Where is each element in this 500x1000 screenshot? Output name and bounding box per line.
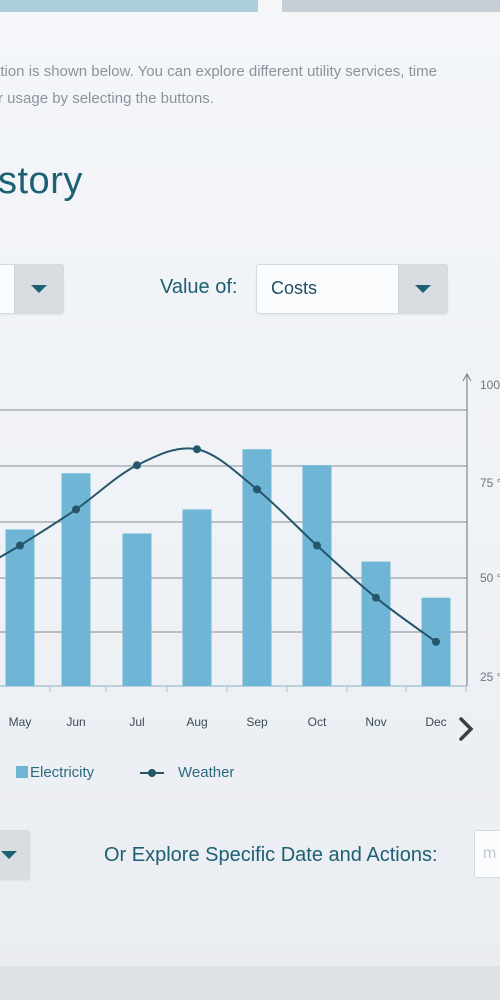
x-tick-label: Sep [246,715,268,729]
legend-swatch-weather [140,769,164,777]
section-title: story [0,160,83,202]
x-tick-label: Jun [66,715,85,729]
legend-electricity: Electricity [16,764,95,781]
chevron-down-icon[interactable] [398,265,447,313]
chevron-down-icon[interactable] [14,265,63,313]
x-tick-label: Jul [129,715,144,729]
right-axis-arrow [462,372,472,382]
bar-electricity [61,473,91,686]
legend-swatch-electricity [16,766,28,778]
y2-tick-label: 50 ° [480,571,500,585]
legend-label-electricity: Electricity [30,764,95,781]
point-weather [313,541,321,550]
date-input[interactable] [474,830,500,878]
point-weather [372,593,380,602]
bar-electricity [242,449,272,686]
explore-dropdown[interactable] [0,830,30,880]
bar-electricity [182,509,212,686]
point-weather [16,541,24,550]
x-tick-label: Aug [186,715,207,729]
value-of-label: Value of: [160,276,238,298]
chevron-down-icon[interactable] [0,831,29,879]
bar-electricity [122,533,152,686]
period-dropdown[interactable] [0,264,64,314]
x-tick-label: Nov [365,715,386,729]
point-weather [253,485,261,494]
y2-tick-label: 25 ° [480,670,500,684]
chevron-right-icon[interactable] [454,716,480,742]
value-of-dropdown[interactable]: Costs [256,264,448,314]
intro-line-1: ation is shown below. You can explore di… [0,63,437,80]
top-tab-active[interactable] [0,0,258,12]
x-tick-label: May [9,715,32,729]
bar-electricity [361,561,391,686]
value-of-selected: Costs [271,278,318,298]
bar-electricity [302,465,332,686]
point-weather [133,461,141,470]
legend-label-weather: Weather [178,764,235,781]
y2-tick-label: 100 [480,378,500,392]
point-weather [72,505,80,514]
point-weather [193,445,201,454]
x-tick-label: Dec [425,715,446,729]
x-tick-label: Oct [308,715,327,729]
intro-text: ation is shown below. You can explore di… [0,58,500,112]
point-weather [432,637,440,646]
top-tab[interactable] [282,0,500,12]
legend-weather: Weather [140,764,234,781]
bar-electricity [5,529,35,686]
intro-line-2: r usage by selecting the buttons. [0,90,214,107]
footer-band [0,966,500,1000]
y2-tick-label: 75 ° [480,476,500,490]
usage-chart: 100 75 ° 50 ° 25 ° May Jun Jul Aug Sep Oct Nov Dec [0,372,500,729]
explore-label: Or Explore Specific Date and Actions: [104,844,438,866]
